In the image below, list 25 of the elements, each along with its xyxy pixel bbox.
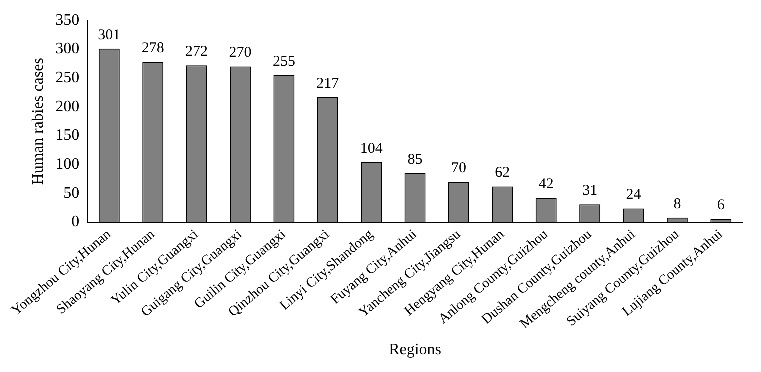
data-label: 70 xyxy=(451,160,466,177)
y-tick-label: 100 xyxy=(56,156,80,174)
data-label: 6 xyxy=(717,198,726,214)
data-label: 85 xyxy=(408,152,423,168)
x-axis-title: Regions xyxy=(389,342,442,359)
data-label: 301 xyxy=(98,27,121,44)
y-tick-label: 200 xyxy=(56,98,80,116)
y-tick-label: 350 xyxy=(56,12,80,29)
data-label: 270 xyxy=(229,45,252,62)
y-tick-label: 250 xyxy=(56,70,80,86)
y-tick-label: 150 xyxy=(56,127,80,144)
data-label: 62 xyxy=(495,165,510,182)
data-label: 255 xyxy=(272,54,296,70)
y-axis-title: Human rabies cases xyxy=(30,58,48,186)
y-tick-label: 300 xyxy=(56,40,80,58)
data-label: 272 xyxy=(186,44,208,60)
y-tick-label: 0 xyxy=(72,214,80,231)
data-label: 104 xyxy=(360,140,384,157)
data-label: 217 xyxy=(316,76,340,92)
data-label: 31 xyxy=(582,183,598,200)
data-label: 278 xyxy=(142,40,164,57)
data-label: 8 xyxy=(674,196,682,212)
data-label: 24 xyxy=(626,187,642,204)
data-label: 42 xyxy=(538,176,554,193)
y-tick-label: 50 xyxy=(64,184,80,202)
